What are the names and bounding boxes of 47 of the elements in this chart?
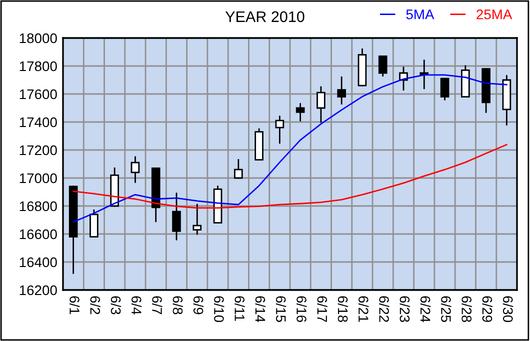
- candlestick: [192, 204, 202, 235]
- candlestick: [172, 192, 181, 240]
- x-tick-label: 6/28: [462, 296, 472, 322]
- x-tick-label: 6/2: [90, 296, 100, 314]
- chart-title: YEAR 2010: [225, 11, 304, 22]
- x-tick-label: 6/3: [110, 296, 122, 314]
- x-tick-label: 6/17: [317, 296, 328, 322]
- y-tick-label: 17000: [20, 173, 57, 184]
- x-tick-label: 6/11: [234, 296, 245, 321]
- legend-label: 5MA: [406, 10, 434, 20]
- x-tick-label: 6/30: [502, 296, 514, 322]
- x-tick-label: 6/8: [172, 296, 183, 314]
- y-tick-label: 17600: [20, 89, 57, 100]
- y-tick-label: 17400: [20, 117, 57, 128]
- candlestick: [90, 210, 98, 238]
- x-tick-label: 6/23: [400, 296, 410, 322]
- candlestick: [378, 56, 388, 76]
- candlestick: [316, 86, 326, 123]
- legend-label: 25MA: [476, 9, 512, 20]
- x-tick-label: 6/18: [338, 296, 348, 322]
- x-tick-label: 6/22: [379, 296, 390, 322]
- y-tick-label: 16400: [20, 257, 57, 268]
- candlestick: [130, 156, 140, 183]
- x-tick-label: 6/7: [152, 296, 162, 314]
- y-tick-label: 16600: [20, 229, 57, 240]
- x-tick-label: 6/21: [358, 296, 369, 322]
- x-tick-label: 6/4: [132, 296, 142, 314]
- x-tick-label: 6/29: [482, 296, 493, 322]
- x-tick-label: 6/15: [276, 296, 286, 322]
- x-tick-label: 6/10: [214, 296, 224, 322]
- x-tick-label: 6/25: [441, 296, 452, 322]
- x-tick-label: 6/16: [296, 296, 307, 322]
- x-tick-label: 6/9: [193, 296, 204, 314]
- candlestick: [296, 103, 305, 122]
- candlestick: [234, 159, 243, 179]
- y-tick-label: 17800: [20, 61, 57, 72]
- candlestick: [440, 78, 450, 100]
- y-tick-label: 16800: [20, 201, 57, 212]
- line-series: [72, 144, 508, 209]
- candlestick: [337, 76, 346, 104]
- candlestick: [275, 116, 284, 144]
- x-tick-label: 6/1: [70, 296, 80, 314]
- x-tick-label: 6/24: [420, 296, 431, 322]
- y-tick-label: 16200: [20, 285, 57, 296]
- x-tick-label: 6/14: [255, 296, 266, 322]
- y-tick-label: 18000: [20, 33, 57, 44]
- y-tick-label: 17200: [20, 145, 57, 156]
